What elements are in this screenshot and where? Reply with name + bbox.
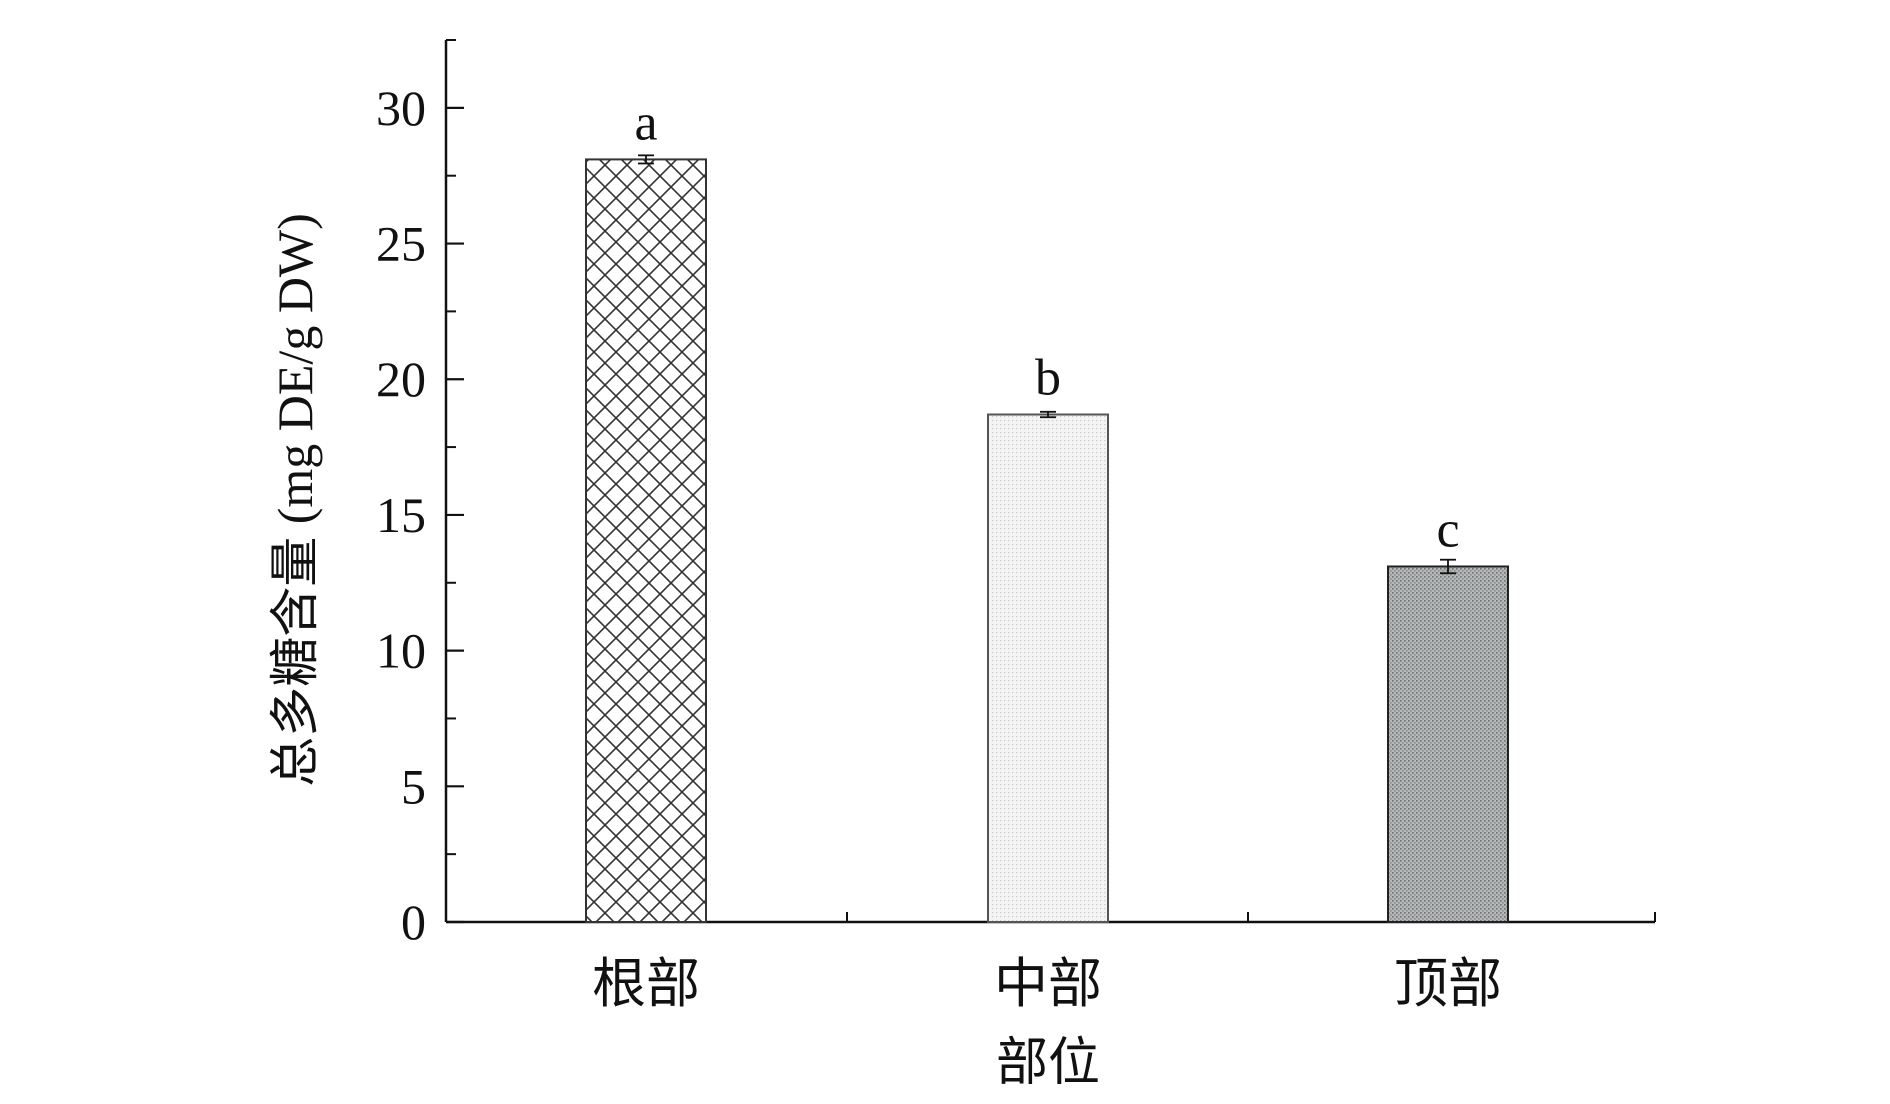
bar xyxy=(585,158,707,923)
significance-label: a xyxy=(634,94,657,151)
x-tick-label: 顶部 xyxy=(1394,954,1502,1014)
y-tick-label: 30 xyxy=(376,80,426,136)
significance-label: c xyxy=(1436,501,1459,558)
y-tick-label: 15 xyxy=(376,487,426,543)
y-axis-label: 总多糖含量 (mg DE/g DW) xyxy=(267,213,323,787)
y-tick-label: 0 xyxy=(401,894,426,950)
y-axis: 0 5 10 15 20 25 30 xyxy=(376,39,464,950)
y-tick-label: 10 xyxy=(376,623,426,679)
x-tick-label: 中部 xyxy=(994,954,1102,1014)
y-tick-label: 20 xyxy=(376,351,426,407)
significance-label: b xyxy=(1035,350,1061,407)
bar xyxy=(1387,565,1509,923)
y-tick-label: 5 xyxy=(401,758,426,814)
x-axis-label: 部位 xyxy=(996,1035,1100,1092)
bar xyxy=(987,413,1109,923)
x-axis: 根部 中部 顶部 xyxy=(445,912,1656,1014)
y-tick-label: 25 xyxy=(376,216,426,272)
bars: a b c xyxy=(585,94,1509,923)
x-tick-label: 根部 xyxy=(592,954,700,1014)
